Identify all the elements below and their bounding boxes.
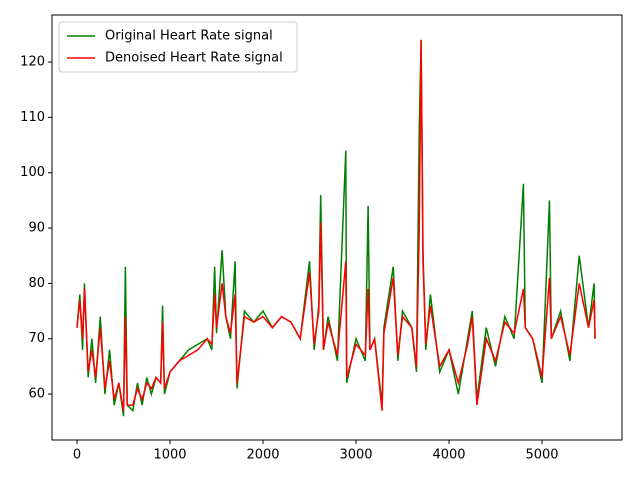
series-line <box>76 39 596 411</box>
x-tick-label: 5000 <box>525 448 558 463</box>
legend-box <box>58 21 298 73</box>
y-tick-label: 80 <box>28 276 45 291</box>
x-tick-label: 4000 <box>432 448 465 463</box>
axes-frame <box>51 14 623 441</box>
y-tick-label: 120 <box>20 55 45 70</box>
y-tick-label: 90 <box>28 221 45 236</box>
legend-label: Denoised Heart Rate signal <box>105 51 283 66</box>
x-tick-label: 2000 <box>246 448 279 463</box>
y-tick-label: 100 <box>20 165 45 180</box>
x-tick-label: 1000 <box>153 448 186 463</box>
y-tick-label: 70 <box>28 331 45 346</box>
x-tick-label: 3000 <box>339 448 372 463</box>
y-tick-label: 110 <box>20 110 45 125</box>
legend-label: Original Heart Rate signal <box>105 29 273 44</box>
x-tick-label: 0 <box>73 448 81 463</box>
y-tick-label: 60 <box>28 387 45 402</box>
